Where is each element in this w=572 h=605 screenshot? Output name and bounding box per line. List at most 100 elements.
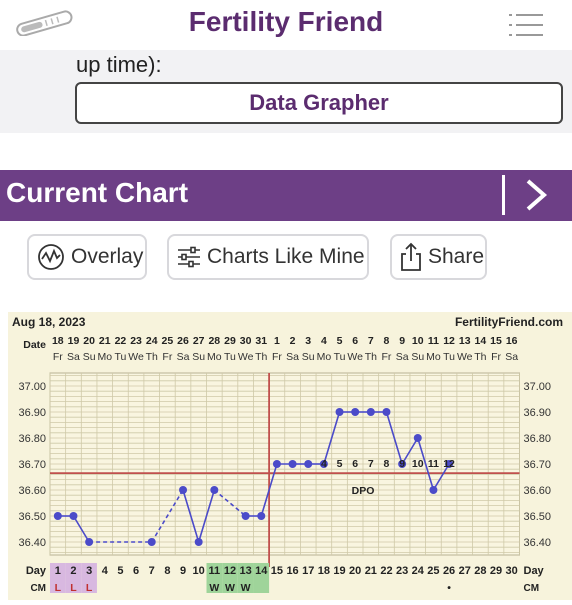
dpo-number: 7 <box>368 458 374 470</box>
sliders-icon <box>177 246 201 268</box>
day-tick-label: 13 <box>240 565 252 577</box>
day-tick-label: 8 <box>164 565 170 577</box>
y-tick-label-right: 36.40 <box>524 537 552 549</box>
temperature-point <box>429 486 438 494</box>
day-row-label-left: Day <box>26 565 47 577</box>
date-tick-label: 5 <box>337 335 343 347</box>
day-tick-label: 9 <box>180 565 186 577</box>
day-tick-label: 21 <box>365 565 377 577</box>
partial-caption: up time): <box>76 52 162 77</box>
date-tick-label: 18 <box>52 335 64 347</box>
day-tick-label: 16 <box>286 565 298 577</box>
day-tick-label: 5 <box>117 565 123 577</box>
charts-like-mine-button[interactable]: Charts Like Mine <box>167 234 369 280</box>
day-row-label-right: Day <box>524 565 545 577</box>
weekday-tick-label: Fr <box>382 351 392 363</box>
overlay-button[interactable]: Overlay <box>27 234 147 280</box>
day-tick-label: 20 <box>349 565 361 577</box>
day-tick-label: 17 <box>302 565 314 577</box>
weekday-tick-label: Th <box>255 351 267 363</box>
y-tick-label-right: 36.60 <box>524 485 552 497</box>
share-label: Share <box>428 245 485 268</box>
date-tick-label: 31 <box>255 335 267 347</box>
date-tick-label: 25 <box>162 335 174 347</box>
dpo-number: 8 <box>384 458 390 470</box>
temperature-point <box>179 486 188 494</box>
day-tick-label: 6 <box>133 565 139 577</box>
date-tick-label: 11 <box>428 335 439 347</box>
temperature-point <box>351 408 360 416</box>
date-tick-label: 13 <box>459 335 471 347</box>
date-tick-label: 9 <box>399 335 405 347</box>
day-tick-label: 3 <box>86 565 92 577</box>
y-tick-label-right: 36.90 <box>524 407 552 419</box>
temperature-point <box>398 460 407 468</box>
weekday-tick-label: Fr <box>491 351 501 363</box>
day-tick-label: 10 <box>193 565 205 577</box>
chevron-right-icon[interactable] <box>520 178 550 212</box>
chart-brand: FertilityFriend.com <box>455 315 563 329</box>
date-tick-label: 10 <box>412 335 424 347</box>
y-tick-label-left: 37.00 <box>18 381 46 393</box>
day-tick-label: 4 <box>102 565 109 577</box>
date-tick-label: 27 <box>193 335 205 347</box>
weekday-tick-label: Fr <box>53 351 63 363</box>
day-tick-label: 7 <box>149 565 155 577</box>
y-tick-label-left: 36.60 <box>18 485 46 497</box>
temperature-point <box>272 460 281 468</box>
data-grapher-button[interactable]: Data Grapher <box>75 82 563 124</box>
weekday-tick-label: We <box>128 351 144 363</box>
dpo-number: 5 <box>337 458 343 470</box>
temperature-line-segment <box>401 437 419 465</box>
temperature-point <box>147 538 156 546</box>
day-cell-highlight <box>50 563 66 593</box>
weekday-tick-label: Mo <box>207 351 222 363</box>
share-button[interactable]: Share <box>390 234 487 280</box>
date-tick-label: 28 <box>208 335 220 347</box>
weekday-tick-label: Mo <box>97 351 112 363</box>
temperature-point <box>288 460 297 468</box>
day-tick-label: 18 <box>318 565 330 577</box>
dpo-number: 4 <box>321 458 327 470</box>
weekday-tick-label: We <box>238 351 254 363</box>
chart-header-date: Aug 18, 2023 <box>12 315 86 329</box>
hamburger-menu-icon[interactable] <box>508 12 544 38</box>
temperature-point <box>445 460 454 468</box>
fertility-chart[interactable]: Aug 18, 2023 FertilityFriend.com 37.00 3 7… <box>8 312 572 600</box>
weekday-tick-label: Sa <box>67 351 80 363</box>
cm-row-label-right: CM <box>524 583 540 594</box>
section-title: Current Chart <box>6 177 189 208</box>
weekday-tick-label: Tu <box>224 351 236 363</box>
day-tick-label: 12 <box>224 565 236 577</box>
day-tick-label: 2 <box>70 565 76 577</box>
day-tick-label: 23 <box>396 565 408 577</box>
cm-value: L <box>70 582 77 594</box>
day-tick-label: 28 <box>474 565 486 577</box>
date-tick-label: 16 <box>506 335 518 347</box>
temperature-line-segment <box>417 437 435 491</box>
temperature-line-segment <box>197 489 216 543</box>
share-icon <box>400 242 422 272</box>
temperature-point <box>382 408 391 416</box>
weekday-tick-label: Su <box>411 351 424 363</box>
thermometer-logo-icon <box>16 10 73 36</box>
overlay-icon <box>37 243 65 271</box>
current-chart-header[interactable]: Current Chart <box>0 170 572 221</box>
date-tick-label: 15 <box>490 335 502 347</box>
date-tick-label: 3 <box>305 335 311 347</box>
date-tick-label: 12 <box>443 335 455 347</box>
weekday-tick-label: Th <box>146 351 158 363</box>
temperature-point <box>413 434 422 442</box>
date-tick-label: 6 <box>352 335 358 347</box>
temperature-point <box>85 538 94 546</box>
cm-value: • <box>447 582 451 594</box>
date-tick-label: 23 <box>130 335 142 347</box>
dpo-label: DPO <box>352 485 375 497</box>
temperature-line-segment <box>385 411 403 465</box>
day-tick-label: 26 <box>443 565 455 577</box>
weekday-tick-label: Sa <box>396 351 409 363</box>
date-tick-label: 21 <box>99 335 111 347</box>
overlay-label: Overlay <box>71 245 144 268</box>
weekday-tick-label: Fr <box>272 351 282 363</box>
day-cell-highlight <box>222 563 238 593</box>
